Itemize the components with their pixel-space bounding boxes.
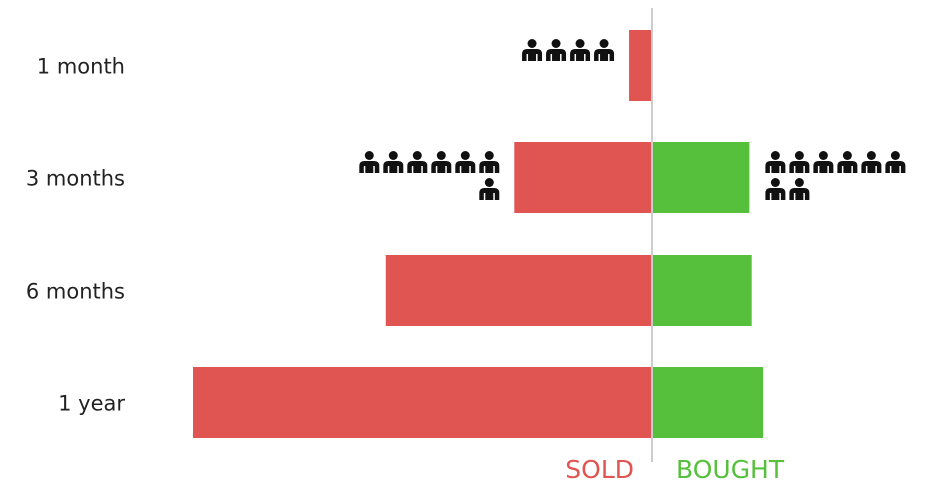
category-label: 3 months (26, 167, 125, 191)
person-icons (359, 39, 906, 200)
bars-layer (193, 30, 764, 438)
category-label: 6 months (26, 280, 125, 304)
bar-bought (653, 142, 750, 213)
person-icon (383, 151, 404, 173)
person-icon (479, 151, 500, 173)
person-icon (789, 151, 810, 173)
person-icon (765, 178, 786, 200)
category-label: 1 month (37, 55, 125, 79)
category-label: 1 year (58, 392, 125, 416)
person-icon (431, 151, 452, 173)
person-icon (885, 151, 906, 173)
person-icon (861, 151, 882, 173)
person-icon (455, 151, 476, 173)
person-icon (546, 39, 567, 61)
person-icon (407, 151, 428, 173)
person-icon (359, 151, 380, 173)
bar-sold (385, 255, 652, 326)
bar-bought (653, 255, 752, 326)
legend-sold-label: SOLD (565, 455, 634, 484)
person-icon (594, 39, 615, 61)
person-icon (837, 151, 858, 173)
person-icon (765, 151, 786, 173)
person-icon (479, 178, 500, 200)
legend-bought-label: BOUGHT (676, 455, 785, 484)
person-icon (570, 39, 591, 61)
bar-sold (514, 142, 652, 213)
person-icon (522, 39, 543, 61)
bar-sold (629, 30, 652, 101)
category-labels: 1 month 3 months 6 months 1 year (26, 55, 126, 416)
bar-bought (653, 367, 764, 438)
person-icon (789, 178, 810, 200)
bar-sold (193, 367, 652, 438)
person-icon (813, 151, 834, 173)
